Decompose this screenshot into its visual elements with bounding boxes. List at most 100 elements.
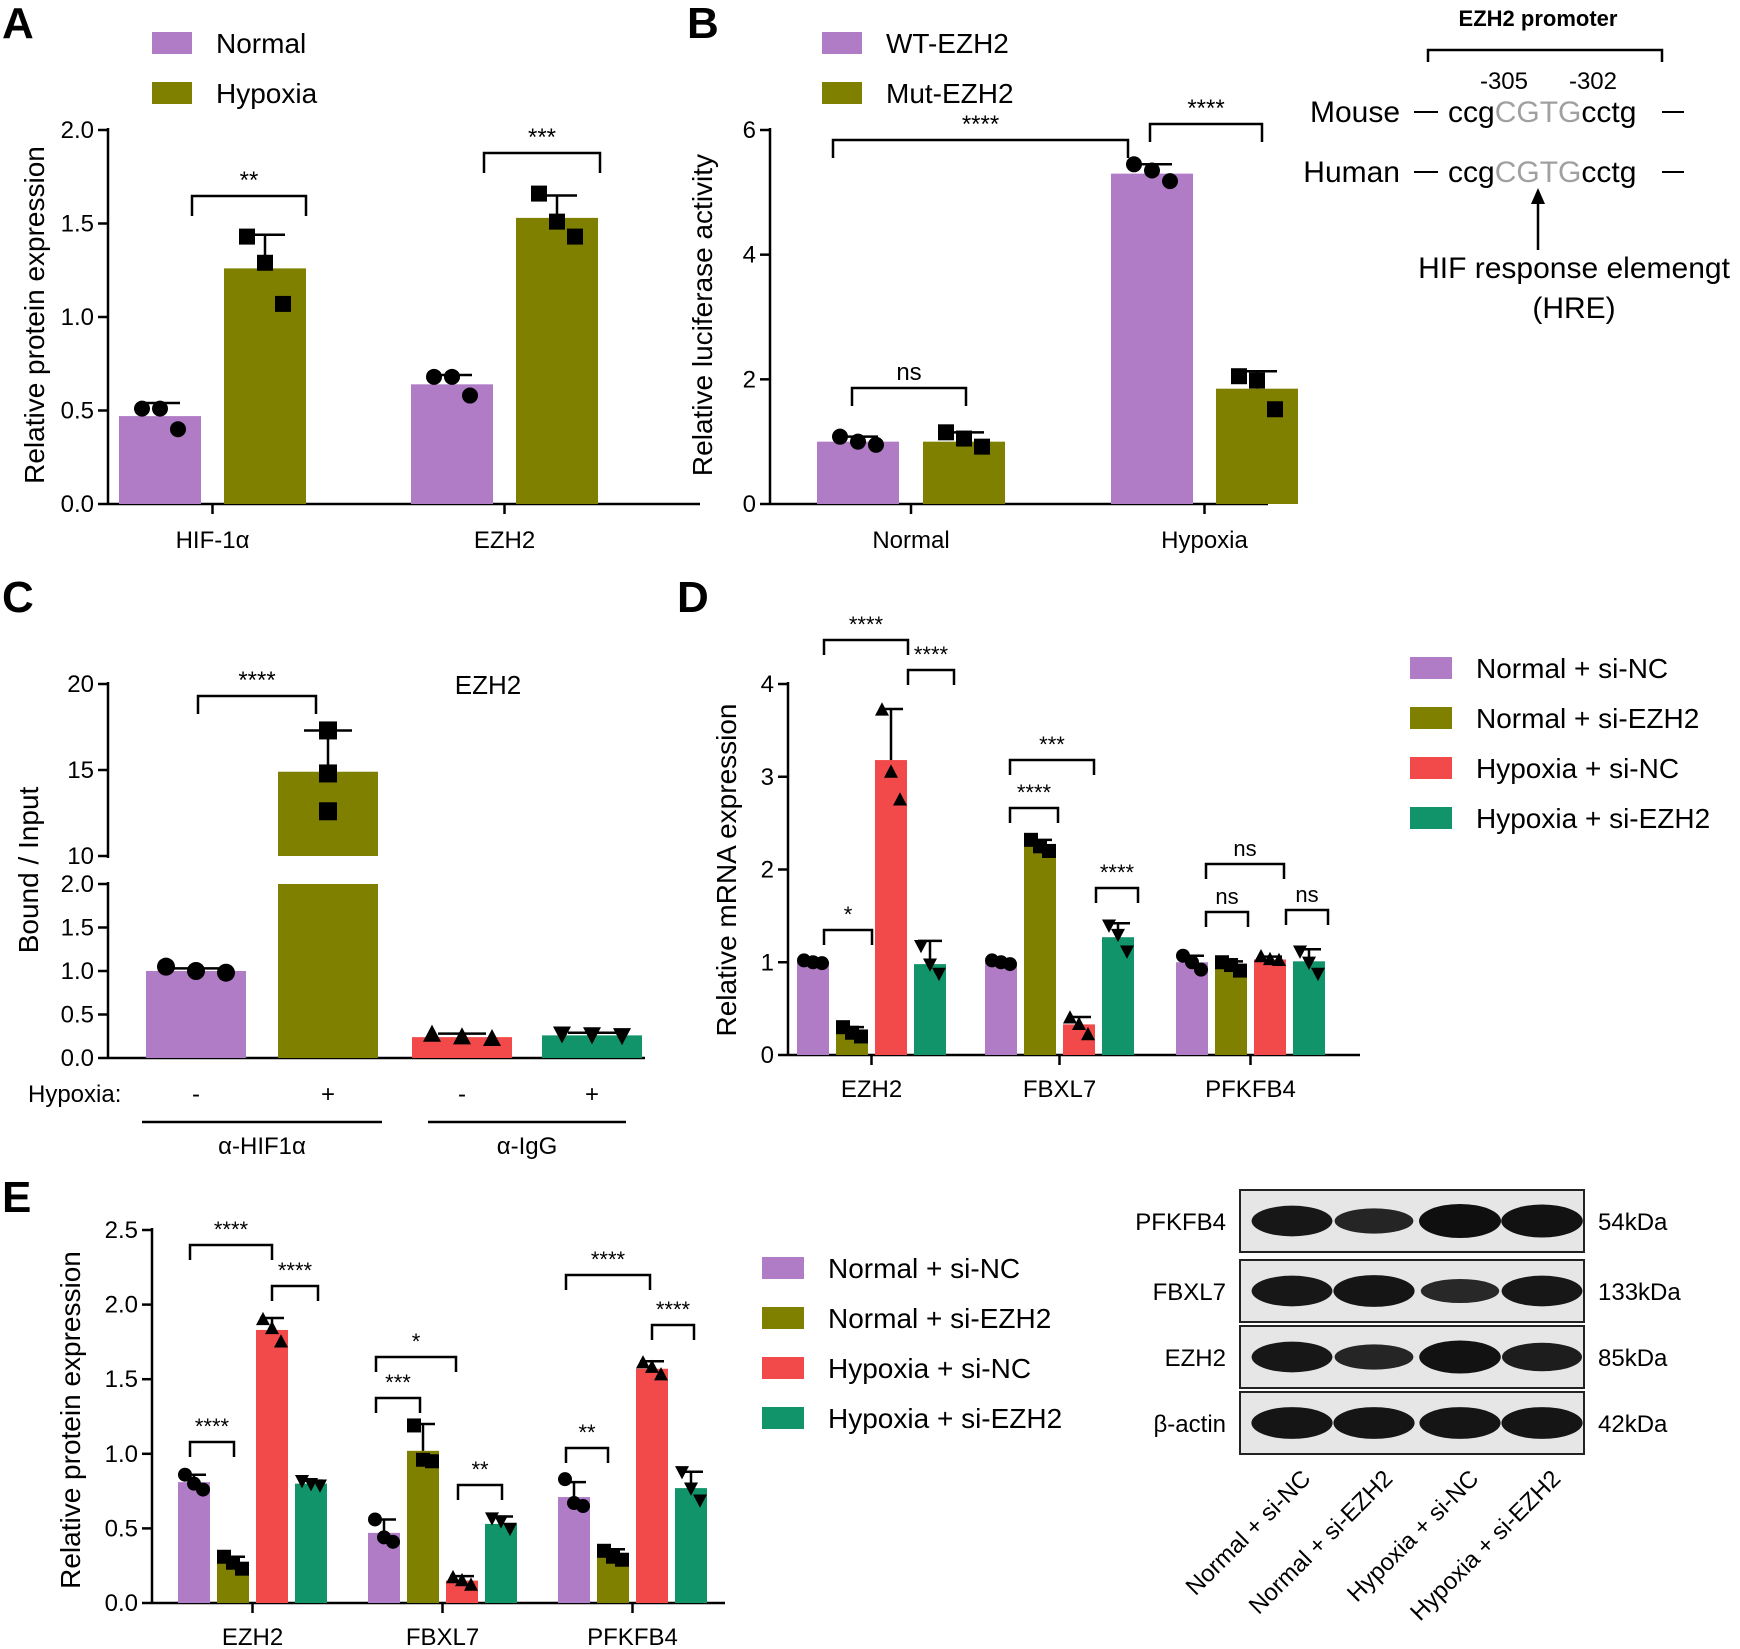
legend-swatch xyxy=(762,1407,804,1429)
sig-e-5-bracket xyxy=(374,1396,422,1413)
sig-b-3-bracket xyxy=(1148,122,1264,142)
hre-label-2: (HRE) xyxy=(1532,292,1615,325)
data-point xyxy=(1263,951,1277,966)
group-label: α-HIF1α xyxy=(218,1133,306,1160)
data-point xyxy=(1162,173,1178,190)
sig-e-7-label: **** xyxy=(591,1247,626,1272)
position-left: -305 xyxy=(1480,68,1528,95)
legend-swatch xyxy=(1410,657,1452,679)
y-tick-label: 15 xyxy=(67,757,94,784)
sig-e-2-bracket xyxy=(270,1284,320,1301)
data-point xyxy=(407,1418,421,1433)
sig-e-9-label: **** xyxy=(656,1297,691,1322)
legend-swatch xyxy=(152,82,192,104)
hypoxia-sign: + xyxy=(585,1081,599,1108)
sig-d-7-label: ns xyxy=(1233,836,1256,861)
data-point xyxy=(319,721,337,740)
legend-swatch xyxy=(822,82,862,104)
legend-label: Hypoxia + si-EZH2 xyxy=(1476,803,1710,834)
sig-d-2-label: **** xyxy=(914,642,949,667)
x-tick-label: PFKFB4 xyxy=(1205,1076,1296,1103)
y-tick-label: 10 xyxy=(67,843,94,870)
x-tick-label: PFKFB4 xyxy=(587,1624,678,1649)
data-point xyxy=(567,228,583,245)
panel-b-chart: 0 2 4 6 Relative luciferase activity Normal Hy… xyxy=(687,28,1298,554)
data-point xyxy=(217,963,235,982)
data-point xyxy=(1249,372,1265,389)
arrow-head xyxy=(1531,188,1545,204)
data-point xyxy=(1111,928,1125,943)
data-point xyxy=(1081,1026,1095,1041)
panel-letter-D: D xyxy=(677,573,709,622)
sig-d-6-label: **** xyxy=(1100,860,1135,885)
blot-band xyxy=(1502,1342,1582,1372)
data-point xyxy=(1126,156,1142,173)
blot-band xyxy=(1419,1204,1501,1238)
bar xyxy=(675,1488,707,1603)
y-tick-label: 1 xyxy=(761,949,774,976)
chart-title: EZH2 xyxy=(455,670,521,700)
size-label: 54kDa xyxy=(1598,1209,1668,1236)
hypoxia-sign: + xyxy=(321,1081,335,1108)
data-point xyxy=(275,295,291,312)
data-point xyxy=(134,400,150,417)
sig-d-4-bracket xyxy=(1008,758,1096,775)
sig-d-4-label: *** xyxy=(1039,732,1065,757)
bar xyxy=(146,971,246,1058)
data-point xyxy=(1072,1016,1086,1030)
data-point xyxy=(893,792,907,806)
data-point xyxy=(675,1466,689,1480)
bar xyxy=(875,760,907,1055)
promoter-title: EZH2 promoter xyxy=(1459,6,1618,31)
sequence-text: ccgCGTGcctg xyxy=(1448,96,1636,129)
y-tick-label: 0.5 xyxy=(105,1515,138,1542)
hre-label-1: HIF response elemengt xyxy=(1418,252,1730,285)
bar xyxy=(256,1329,288,1603)
x-tick-label: HIF-1α xyxy=(176,527,250,554)
sig-a-2-bracket xyxy=(482,151,602,173)
data-point xyxy=(654,1367,668,1381)
sig-e-8-label: ** xyxy=(578,1420,596,1445)
sig-d-3-bracket xyxy=(822,928,874,945)
group-label: α-IgG xyxy=(497,1133,558,1160)
sig-d-1-label: **** xyxy=(849,612,884,637)
sequence-post: cctg xyxy=(1581,156,1636,189)
sig-d-8-label: ns xyxy=(1215,884,1238,909)
panel-d-chart: 0 1 2 3 4 Relative mRNA expression EZH2 FBXL7 PF… xyxy=(711,612,1710,1103)
data-point xyxy=(693,1494,707,1508)
data-point xyxy=(503,1522,517,1537)
data-point xyxy=(152,400,168,417)
data-point xyxy=(235,1561,249,1576)
data-point xyxy=(368,1512,382,1527)
data-point xyxy=(426,368,442,385)
data-point xyxy=(1144,162,1160,179)
bar xyxy=(178,1482,210,1603)
lane-label: Normal + si-EZH2 xyxy=(1244,1465,1398,1619)
sig-c-1-label: **** xyxy=(238,667,275,694)
bar xyxy=(797,962,829,1055)
bar xyxy=(914,964,946,1055)
data-point xyxy=(1102,919,1116,933)
y-tick-label: 0.5 xyxy=(61,1002,94,1029)
blot-band xyxy=(1419,1340,1501,1374)
sig-d-5-label: **** xyxy=(1017,780,1052,805)
blot-band xyxy=(1251,1341,1333,1373)
sig-b-2-label: **** xyxy=(962,111,999,138)
data-point xyxy=(815,956,829,971)
bar xyxy=(1254,959,1286,1055)
data-point xyxy=(453,1027,471,1045)
promoter-bracket xyxy=(1426,48,1664,62)
legend-swatch xyxy=(1410,807,1452,829)
sig-e-4-bracket xyxy=(374,1355,458,1372)
data-point xyxy=(1231,368,1247,385)
bar xyxy=(1102,937,1134,1055)
legend-label: Hypoxia + si-NC xyxy=(1476,753,1679,784)
panel-letter-C: C xyxy=(2,573,34,622)
y-tick-label: 2.0 xyxy=(105,1292,138,1319)
bar xyxy=(985,962,1017,1055)
blot-band xyxy=(1501,1204,1583,1238)
position-right: -302 xyxy=(1569,68,1617,95)
data-point xyxy=(850,433,866,450)
y-tick-label: 1.0 xyxy=(61,958,94,985)
